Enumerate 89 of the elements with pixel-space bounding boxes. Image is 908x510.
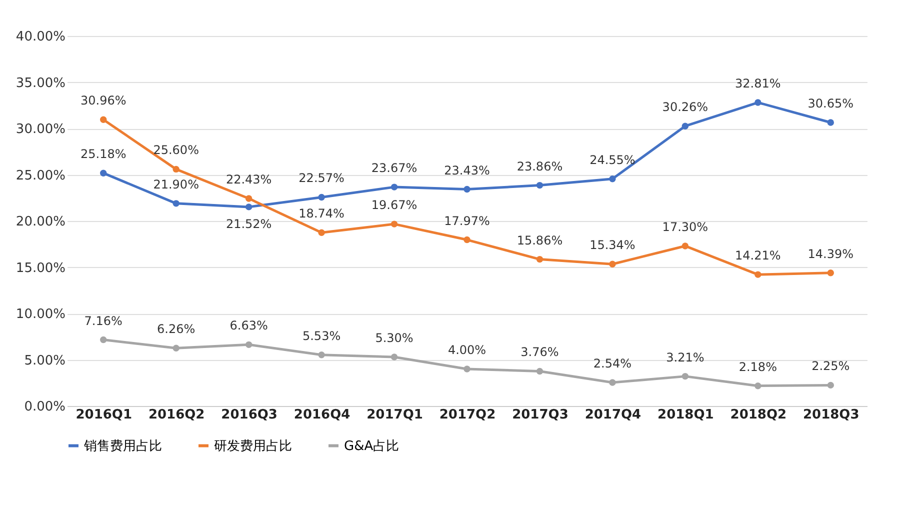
point bbox=[609, 379, 616, 386]
x-tick-label: 2016Q2 bbox=[148, 408, 205, 422]
data-label: 30.26% bbox=[662, 100, 708, 114]
point bbox=[827, 270, 834, 276]
data-label: 21.90% bbox=[153, 177, 199, 192]
data-label: 30.96% bbox=[80, 94, 126, 108]
data-label: 5.53% bbox=[302, 328, 341, 343]
x-tick-label: 2017Q2 bbox=[439, 408, 496, 422]
y-tick-label: 35.00% bbox=[16, 76, 66, 91]
point bbox=[172, 166, 180, 173]
point bbox=[827, 382, 834, 389]
point bbox=[318, 229, 325, 236]
data-label: 22.43% bbox=[226, 172, 272, 187]
data-label: 30.65% bbox=[808, 96, 854, 110]
data-label: 3.76% bbox=[520, 345, 559, 360]
point bbox=[754, 271, 762, 278]
point bbox=[100, 116, 107, 123]
data-label: 17.97% bbox=[444, 214, 490, 228]
y-tick-label: 20.00% bbox=[16, 214, 66, 230]
data-label: 14.39% bbox=[808, 246, 854, 261]
x-tick-label: 2017Q3 bbox=[512, 408, 568, 422]
point bbox=[754, 99, 762, 106]
x-tick-label: 2018Q3 bbox=[802, 408, 860, 422]
point bbox=[390, 220, 398, 228]
point bbox=[172, 200, 180, 207]
point bbox=[390, 354, 398, 360]
data-label: 7.16% bbox=[84, 314, 122, 328]
data-label: 17.30% bbox=[662, 220, 708, 234]
data-label: 32.81% bbox=[735, 76, 781, 91]
point bbox=[318, 194, 325, 201]
data-label: 23.43% bbox=[444, 163, 490, 178]
point bbox=[245, 195, 252, 202]
point bbox=[318, 352, 325, 358]
point bbox=[682, 372, 689, 380]
data-label: 22.57% bbox=[298, 171, 344, 186]
x-tick-label: 2016Q4 bbox=[294, 408, 350, 422]
data-label: 15.86% bbox=[516, 233, 563, 248]
point bbox=[609, 176, 616, 182]
point bbox=[464, 186, 470, 193]
y-tick-label: 25.00% bbox=[16, 168, 66, 184]
point bbox=[609, 260, 616, 268]
data-label: 24.55% bbox=[590, 152, 636, 167]
legend-label: G&A占比 bbox=[344, 438, 400, 454]
point bbox=[245, 341, 252, 348]
y-tick-label: 40.00% bbox=[16, 30, 66, 44]
x-tick-label: 2017Q4 bbox=[584, 408, 642, 422]
y-tick-label: 0.00% bbox=[24, 400, 66, 414]
data-label: 6.63% bbox=[230, 318, 268, 333]
point bbox=[464, 236, 470, 244]
point bbox=[172, 344, 180, 352]
data-label: 14.21% bbox=[735, 248, 781, 263]
data-label: 25.18% bbox=[80, 147, 126, 162]
point bbox=[536, 368, 544, 375]
data-label: 6.26% bbox=[157, 322, 196, 336]
point bbox=[464, 366, 470, 372]
legend-label: 研发费用占比 bbox=[214, 438, 292, 454]
data-label: 4.00% bbox=[448, 343, 486, 357]
x-tick-label: 2018Q2 bbox=[730, 408, 787, 422]
point bbox=[536, 256, 544, 263]
data-label: 21.52% bbox=[226, 216, 272, 231]
point bbox=[754, 382, 762, 390]
legend-label: 销售费用占比 bbox=[83, 438, 162, 454]
point bbox=[536, 182, 544, 189]
data-label: 3.21% bbox=[666, 350, 704, 364]
y-tick-label: 15.00% bbox=[16, 260, 66, 276]
x-tick-label: 2017Q1 bbox=[366, 408, 423, 422]
point bbox=[100, 336, 107, 344]
point bbox=[682, 242, 689, 250]
data-label: 19.67% bbox=[371, 198, 418, 212]
data-label: 5.30% bbox=[375, 330, 414, 345]
data-label: 23.67% bbox=[371, 161, 418, 176]
point bbox=[682, 122, 689, 130]
y-tick-label: 5.00% bbox=[24, 353, 66, 368]
data-label: 25.60% bbox=[153, 143, 199, 158]
point bbox=[100, 170, 107, 176]
data-label: 15.34% bbox=[590, 238, 636, 252]
y-tick-label: 30.00% bbox=[16, 122, 66, 137]
data-label: 18.74% bbox=[298, 206, 344, 221]
y-tick-label: 10.00% bbox=[16, 307, 66, 322]
data-label: 23.86% bbox=[516, 159, 563, 174]
data-label: 2.54% bbox=[593, 356, 632, 371]
x-tick-label: 2016Q1 bbox=[76, 408, 132, 422]
x-tick-label: 2016Q3 bbox=[221, 408, 278, 422]
point bbox=[390, 184, 398, 190]
point bbox=[245, 204, 252, 210]
data-label: 2.25% bbox=[812, 359, 850, 374]
x-tick-label: 2018Q1 bbox=[658, 408, 714, 422]
point bbox=[827, 119, 834, 126]
data-label: 2.18% bbox=[738, 360, 777, 374]
